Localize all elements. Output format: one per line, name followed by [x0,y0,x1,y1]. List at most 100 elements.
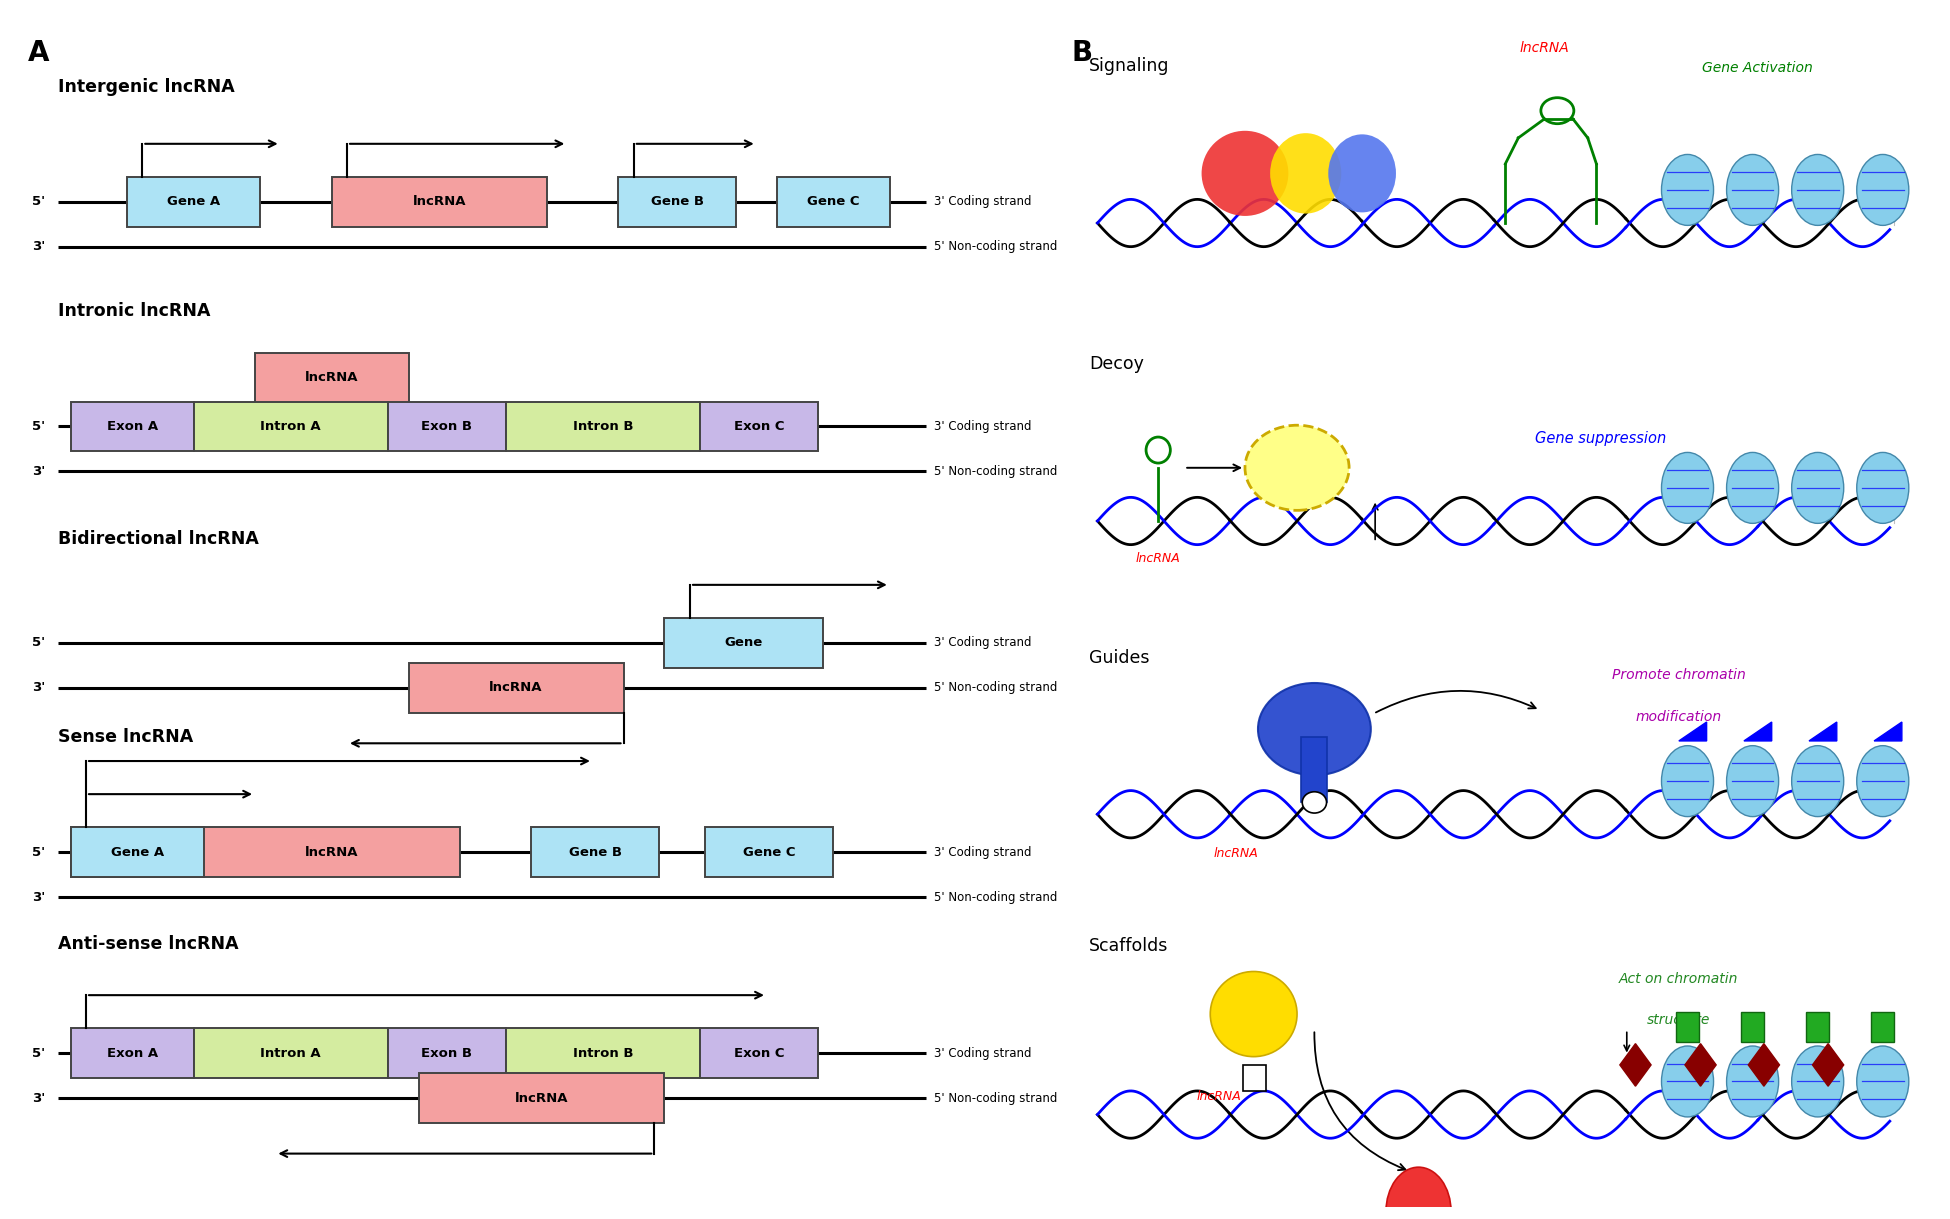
Polygon shape [1620,1043,1652,1086]
Text: Guides: Guides [1088,649,1149,667]
Text: lncRNA: lncRNA [304,846,359,858]
Text: Gene C: Gene C [807,195,860,208]
Text: Decoy: Decoy [1088,356,1143,373]
Ellipse shape [1856,1046,1909,1117]
Ellipse shape [1661,155,1714,226]
Text: lncRNA: lncRNA [304,372,359,384]
Polygon shape [1749,1043,1780,1086]
Ellipse shape [1726,746,1778,817]
Polygon shape [1685,1043,1716,1086]
Ellipse shape [1661,452,1714,523]
Ellipse shape [1856,155,1909,226]
Text: A: A [27,39,49,67]
Ellipse shape [1792,155,1845,226]
Ellipse shape [1792,452,1845,523]
FancyBboxPatch shape [419,1073,665,1123]
FancyBboxPatch shape [70,401,193,451]
Text: 5' Non-coding strand: 5' Non-coding strand [934,681,1057,695]
Ellipse shape [1726,155,1778,226]
FancyBboxPatch shape [618,177,737,227]
Ellipse shape [1303,792,1326,813]
Text: Gene: Gene [725,636,762,650]
FancyBboxPatch shape [505,1029,700,1078]
Text: 5' Non-coding strand: 5' Non-coding strand [934,1091,1057,1104]
Text: 3' Coding strand: 3' Coding strand [934,195,1032,208]
Text: modification: modification [1636,711,1722,724]
Ellipse shape [1244,425,1349,511]
Text: Gene B: Gene B [569,846,622,858]
Text: 3': 3' [31,681,45,695]
Text: 3' Coding strand: 3' Coding strand [934,636,1032,650]
FancyBboxPatch shape [127,177,259,227]
Text: Gene C: Gene C [743,846,796,858]
Text: Exon C: Exon C [733,419,784,433]
Text: 3': 3' [31,240,45,254]
Text: Exon B: Exon B [421,1047,472,1059]
Ellipse shape [1211,972,1297,1057]
FancyBboxPatch shape [193,1029,388,1078]
FancyBboxPatch shape [776,177,889,227]
Ellipse shape [1201,130,1289,216]
FancyBboxPatch shape [700,1029,819,1078]
FancyBboxPatch shape [255,354,410,402]
Text: 3': 3' [31,464,45,478]
Text: Gene Activation: Gene Activation [1702,61,1812,76]
Text: 5': 5' [31,419,45,433]
FancyBboxPatch shape [505,401,700,451]
FancyBboxPatch shape [700,401,819,451]
Text: Intronic lncRNA: Intronic lncRNA [58,302,211,321]
Text: Exon C: Exon C [733,1047,784,1059]
Polygon shape [1810,722,1837,741]
FancyBboxPatch shape [665,618,823,668]
Text: Intron B: Intron B [573,419,634,433]
Text: 3' Coding strand: 3' Coding strand [934,1047,1032,1059]
Text: Promote chromatin: Promote chromatin [1613,668,1745,681]
Text: lncRNA: lncRNA [413,195,466,208]
FancyBboxPatch shape [388,1029,505,1078]
Ellipse shape [1269,133,1342,213]
Polygon shape [1743,722,1773,741]
Ellipse shape [1792,746,1845,817]
Text: Intron A: Intron A [261,419,322,433]
FancyBboxPatch shape [706,828,833,876]
Text: lncRNA: lncRNA [1519,41,1570,55]
Text: Exon B: Exon B [421,419,472,433]
Ellipse shape [1328,134,1396,212]
Text: lncRNA: lncRNA [1197,1090,1242,1103]
FancyBboxPatch shape [1301,737,1328,802]
Text: B: B [1071,39,1092,67]
Text: 5' Non-coding strand: 5' Non-coding strand [934,464,1057,478]
FancyBboxPatch shape [1806,1012,1829,1042]
Text: 5': 5' [31,846,45,858]
Polygon shape [1679,722,1706,741]
Polygon shape [1874,722,1901,741]
Text: lncRNA: lncRNA [489,681,542,695]
Ellipse shape [1258,683,1371,775]
Text: lncRNA: lncRNA [1215,847,1258,859]
FancyBboxPatch shape [70,828,460,876]
Text: Intergenic lncRNA: Intergenic lncRNA [58,78,236,95]
FancyBboxPatch shape [193,401,388,451]
FancyBboxPatch shape [70,1029,193,1078]
FancyBboxPatch shape [1677,1012,1698,1042]
FancyBboxPatch shape [530,828,659,876]
Text: 5' Non-coding strand: 5' Non-coding strand [934,891,1057,903]
Text: Sense lncRNA: Sense lncRNA [58,728,193,746]
FancyBboxPatch shape [1741,1012,1765,1042]
Ellipse shape [1661,1046,1714,1117]
Ellipse shape [1856,452,1909,523]
Text: Act on chromatin: Act on chromatin [1618,972,1739,986]
Text: Anti-sense lncRNA: Anti-sense lncRNA [58,935,240,953]
Ellipse shape [1792,1046,1845,1117]
Text: Exon A: Exon A [107,1047,158,1059]
FancyBboxPatch shape [388,401,505,451]
Text: Gene A: Gene A [111,846,164,858]
Text: 5': 5' [31,636,45,650]
FancyBboxPatch shape [332,177,546,227]
Text: Gene suppression: Gene suppression [1535,430,1667,446]
Text: lncRNA: lncRNA [515,1091,567,1104]
Text: Intron A: Intron A [261,1047,322,1059]
Text: 5' Non-coding strand: 5' Non-coding strand [934,240,1057,254]
Ellipse shape [1661,746,1714,817]
Text: Gene A: Gene A [168,195,220,208]
